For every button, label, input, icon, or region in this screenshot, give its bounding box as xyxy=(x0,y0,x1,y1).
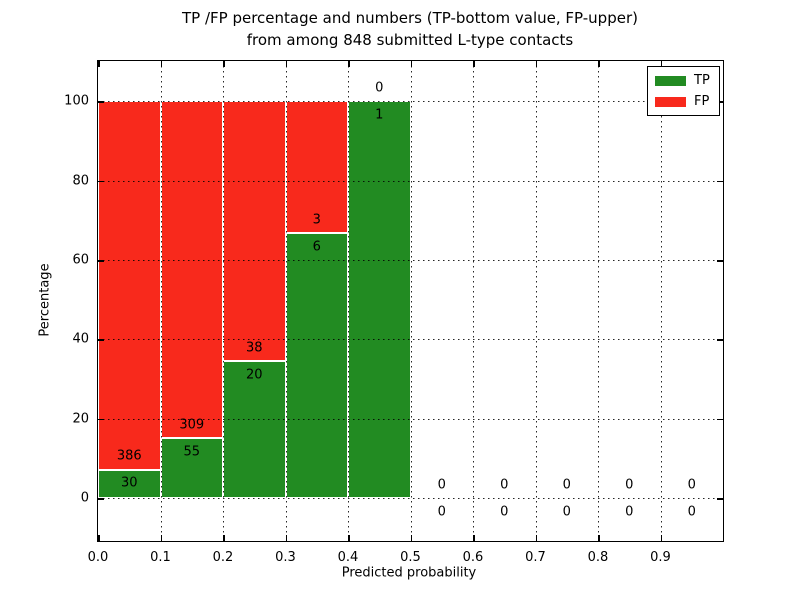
tp-count-label: 0 xyxy=(625,504,634,520)
tp-count-label: 20 xyxy=(245,367,263,383)
fp-bar-segment xyxy=(98,101,161,470)
v-gridline xyxy=(660,61,662,541)
fp-count-label: 0 xyxy=(375,80,384,96)
x-tick-mark-top xyxy=(473,61,475,67)
x-tick-label: 0.0 xyxy=(87,550,109,565)
v-gridline xyxy=(535,61,537,541)
x-tick-label: 0.8 xyxy=(587,550,609,565)
y-tick-label: 20 xyxy=(72,411,89,427)
x-axis-label: Predicted probability xyxy=(341,565,477,581)
x-tick-mark xyxy=(598,535,600,541)
x-tick-mark xyxy=(98,535,100,541)
x-tick-mark-top xyxy=(410,61,413,67)
y-axis-label: Percentage xyxy=(37,263,53,337)
tp-count-label: 0 xyxy=(437,504,446,520)
x-tick-mark xyxy=(348,535,350,541)
tp-bar-segment xyxy=(160,438,223,499)
x-tick-mark-top xyxy=(348,61,350,67)
v-gridline xyxy=(473,61,474,541)
tp-count-label: 0 xyxy=(562,504,571,520)
tp-bar-segment xyxy=(98,469,161,499)
y-tick-label: 100 xyxy=(64,93,89,109)
fp-legend-label: FP xyxy=(694,94,710,109)
y-tick-mark xyxy=(98,259,104,262)
x-tick-mark xyxy=(535,535,538,541)
y-tick-mark xyxy=(98,418,104,421)
x-tick-mark-top xyxy=(98,61,100,67)
fp-count-label: 0 xyxy=(687,477,696,493)
fp-legend-swatch xyxy=(655,96,686,107)
fp-count-label: 0 xyxy=(562,477,571,493)
tp-count-label: 55 xyxy=(183,444,201,460)
v-gridline xyxy=(598,61,599,541)
y-tick-label: 40 xyxy=(72,331,89,347)
plot-area: TP FP 0 20 40 60 80 100 0.0 0.1 0.2 0.3 0.4 0.5 0.6 0.… xyxy=(64,60,724,565)
tp-count-label: 30 xyxy=(120,475,138,491)
x-tick-label: 0.1 xyxy=(150,550,171,565)
x-tick-mark xyxy=(160,535,163,541)
x-tick-mark xyxy=(473,535,475,541)
y-tick-mark xyxy=(98,101,104,103)
v-gridline xyxy=(223,61,224,541)
v-gridline xyxy=(348,61,349,541)
x-tick-label: 0.3 xyxy=(275,550,296,565)
fp-count-label: 0 xyxy=(625,477,634,493)
tp-legend-label: TP xyxy=(694,73,710,88)
x-tick-label: 0.2 xyxy=(212,550,234,565)
y-tick-mark-right xyxy=(717,180,723,183)
v-gridline xyxy=(285,61,287,541)
x-tick-mark xyxy=(660,535,663,541)
tp-bar-segment xyxy=(285,233,348,499)
x-tick-mark-top xyxy=(598,61,600,67)
fp-bar-segment xyxy=(285,101,348,234)
fp-count-label: 0 xyxy=(500,477,509,493)
legend-row-tp: TP xyxy=(655,72,710,89)
y-tick-mark-right xyxy=(717,339,723,341)
chart-title-line2: from among 848 submitted L-type contacts xyxy=(246,31,574,49)
fp-count-label: 386 xyxy=(116,448,142,464)
fp-count-label: 38 xyxy=(245,340,263,356)
x-tick-label: 0.5 xyxy=(400,550,421,565)
x-tick-mark-top xyxy=(285,61,288,67)
chart-title: TP /FP percentage and numbers (TP-bottom… xyxy=(0,7,800,51)
chart-title-line1: TP /FP percentage and numbers (TP-bottom… xyxy=(182,9,638,27)
x-tick-mark xyxy=(285,535,288,541)
v-gridline xyxy=(160,61,162,541)
y-tick-mark xyxy=(98,339,104,341)
fp-count-label: 0 xyxy=(437,477,446,493)
legend-row-fp: FP xyxy=(655,93,710,110)
y-tick-mark-right xyxy=(717,418,723,421)
y-tick-mark-right xyxy=(717,101,723,103)
tp-count-label: 1 xyxy=(375,107,384,123)
x-tick-mark-top xyxy=(223,61,225,67)
x-tick-mark-top xyxy=(160,61,163,67)
fp-bar-segment xyxy=(223,101,286,362)
x-tick-label: 0.9 xyxy=(650,550,671,565)
legend: TP FP xyxy=(647,66,720,116)
x-tick-mark-top xyxy=(535,61,538,67)
x-tick-label: 0.7 xyxy=(525,550,546,565)
y-tick-label: 80 xyxy=(72,173,89,188)
y-tick-mark-right xyxy=(717,498,723,500)
tp-count-label: 6 xyxy=(312,239,321,255)
tp-bar-segment xyxy=(348,101,411,499)
y-tick-label: 60 xyxy=(72,252,89,268)
v-gridline xyxy=(410,61,412,541)
y-tick-mark xyxy=(98,498,104,500)
y-tick-label: 0 xyxy=(80,490,89,506)
fp-count-label: 309 xyxy=(179,417,205,433)
x-tick-mark xyxy=(410,535,413,541)
x-tick-mark xyxy=(223,535,225,541)
tp-count-label: 0 xyxy=(500,504,509,520)
y-tick-mark xyxy=(98,180,104,183)
x-tick-mark-top xyxy=(660,61,663,67)
tp-legend-swatch xyxy=(655,75,686,86)
fp-bar-segment xyxy=(160,101,223,439)
x-tick-label: 0.4 xyxy=(337,550,359,565)
tp-count-label: 0 xyxy=(687,504,696,520)
y-tick-mark-right xyxy=(717,259,723,262)
fp-count-label: 3 xyxy=(312,212,321,228)
x-tick-label: 0.6 xyxy=(462,550,484,565)
